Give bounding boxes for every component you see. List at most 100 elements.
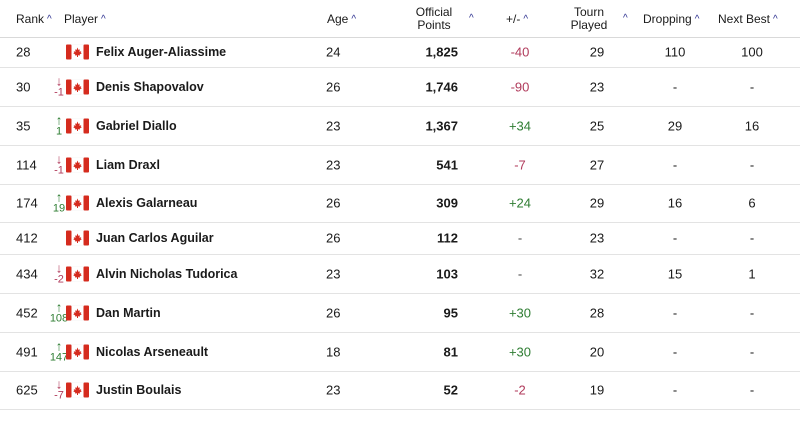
sort-caret-icon: ^ [101, 14, 106, 25]
canada-flag-icon [66, 118, 89, 133]
tournaments-played-value: 19 [589, 382, 605, 398]
header-tourn-played[interactable]: Tourn Played [568, 6, 610, 32]
rank-movement: ↑ 147 [46, 338, 72, 363]
rank-movement-value: 1 [55, 125, 63, 137]
table-row[interactable]: 28 Felix Auger-Aliassime 24 1,825 -40 29 110 10… [0, 37, 800, 68]
points-change-value: -40 [510, 44, 530, 60]
table-row[interactable]: 412 Juan Carlos Aguilar 26 112 - 23 - - [0, 222, 800, 255]
canada-flag-icon [66, 266, 89, 281]
sort-caret-icon: ^ [523, 14, 529, 25]
canada-flag-icon [66, 382, 89, 398]
sort-caret-icon[interactable]: ^ [469, 13, 474, 24]
rank-movement: ↓ -7 [46, 376, 72, 402]
rank-value: 35 [16, 118, 31, 133]
canada-flag-icon [66, 79, 89, 94]
canada-flag-icon [66, 305, 89, 320]
next-best-value: 100 [741, 44, 763, 60]
rank-value: 28 [16, 44, 31, 60]
header-points[interactable]: Official Points [410, 6, 458, 32]
table-row[interactable]: 434 ↓ -2 Alvin Nicholas Tudorica 23 103 - 32 15 1 [0, 254, 800, 294]
table-row[interactable]: 174 ↑ 19 Alexis Galarneau 26 309 +24 29 16 6 [0, 184, 800, 223]
tournaments-played-value: 25 [589, 118, 605, 133]
rank-value: 412 [16, 230, 38, 246]
sort-caret-icon: ^ [351, 14, 357, 25]
official-points-value: 1,825 [425, 44, 458, 60]
header-player-label: Player [64, 12, 99, 26]
header-next-best[interactable]: Next Best ^ [718, 13, 778, 27]
sort-caret-icon: ^ [47, 14, 52, 25]
player-name-link[interactable]: Nicolas Arseneault [96, 344, 209, 359]
player-name-link[interactable]: Liam Draxl [96, 157, 160, 172]
player-name-link[interactable]: Justin Boulais [96, 383, 182, 397]
next-best-value: 6 [748, 195, 756, 211]
arrow-down-icon: ↓ [55, 73, 63, 88]
header-tourn-line2: Played [570, 18, 608, 32]
table-row[interactable]: 35 ↑ 1 Gabriel Diallo 23 1,367 +34 25 29 16 [0, 106, 800, 146]
next-best-value: 16 [744, 118, 760, 133]
header-tourn-line1: Tourn [573, 5, 605, 19]
player-name-link[interactable]: Alexis Galarneau [96, 196, 198, 210]
player-name-link[interactable]: Felix Auger-Aliassime [96, 45, 227, 59]
tournaments-played-value: 20 [589, 344, 605, 359]
tournaments-played-value: 23 [589, 230, 605, 246]
table-row[interactable]: 491 ↑ 147 Nicolas Arseneault 18 81 +30 20 - - [0, 332, 800, 372]
table-row[interactable]: 114 ↓ -1 Liam Draxl 23 541 -7 27 - - [0, 145, 800, 185]
tournaments-played-value: 32 [589, 266, 605, 281]
arrow-up-icon: ↑ [55, 338, 63, 353]
table-row[interactable]: 625 ↓ -7 Justin Boulais 23 52 -2 19 - - [0, 371, 800, 410]
official-points-value: 541 [436, 157, 458, 172]
arrow-down-icon: ↓ [55, 260, 63, 275]
sort-caret-icon[interactable]: ^ [623, 13, 628, 24]
canada-flag-icon [66, 44, 89, 60]
player-name-link[interactable]: Juan Carlos Aguilar [96, 231, 214, 245]
age-value: 23 [326, 157, 341, 172]
next-best-value: 1 [748, 266, 756, 281]
rank-value: 452 [16, 305, 38, 320]
player-name-link[interactable]: Denis Shapovalov [96, 79, 204, 94]
points-change-value: +30 [508, 344, 532, 359]
age-value: 24 [326, 44, 341, 60]
points-change-value: -90 [510, 79, 530, 94]
player-name-link[interactable]: Gabriel Diallo [96, 118, 177, 133]
tournaments-played-value: 23 [589, 79, 605, 94]
age-value: 18 [326, 344, 341, 359]
table-row[interactable]: 452 ↑ 108 Dan Martin 26 95 +30 28 - - [0, 293, 800, 333]
table-row[interactable]: 30 ↓ -1 Denis Shapovalov 26 1,746 -90 23 - - [0, 67, 800, 107]
points-change-value: - [517, 230, 523, 246]
header-plusminus[interactable]: +/- ^ [506, 13, 528, 27]
dropping-value: - [672, 382, 678, 398]
sort-caret-icon: ^ [694, 14, 700, 25]
arrow-down-icon: ↓ [55, 376, 63, 392]
rank-movement-value: 19 [52, 202, 66, 215]
official-points-value: 95 [443, 305, 458, 320]
rank-value: 30 [16, 79, 31, 94]
dropping-value: - [672, 79, 678, 94]
canada-flag-icon [66, 195, 89, 211]
header-age[interactable]: Age ^ [327, 13, 356, 27]
header-dropping-label: Dropping [643, 12, 692, 26]
next-best-value: - [749, 230, 755, 246]
next-best-value: - [749, 382, 755, 398]
rank-value: 434 [16, 266, 38, 281]
canada-flag-icon [66, 230, 89, 246]
header-points-line2: Points [417, 18, 451, 32]
age-value: 26 [326, 305, 341, 320]
age-value: 23 [326, 266, 341, 281]
rank-movement-value: -1 [54, 86, 64, 98]
age-value: 26 [326, 79, 341, 94]
player-name-link[interactable]: Dan Martin [96, 305, 161, 320]
header-points-line1: Official [415, 5, 453, 19]
official-points-value: 103 [436, 266, 458, 281]
header-dropping[interactable]: Dropping ^ [643, 13, 699, 27]
header-rank[interactable]: Rank ^ [16, 13, 52, 27]
header-player[interactable]: Player ^ [64, 13, 106, 27]
points-change-value: +34 [508, 118, 532, 133]
official-points-value: 1,746 [425, 79, 458, 94]
dropping-value: 29 [667, 118, 683, 133]
rank-movement-value: -1 [54, 164, 64, 176]
tournaments-played-value: 27 [589, 157, 605, 172]
player-name-link[interactable]: Alvin Nicholas Tudorica [96, 266, 238, 281]
points-change-value: +30 [508, 305, 532, 320]
table-header: Rank ^ Player ^ Age ^ Official Points ^ +/- ^… [0, 0, 800, 38]
